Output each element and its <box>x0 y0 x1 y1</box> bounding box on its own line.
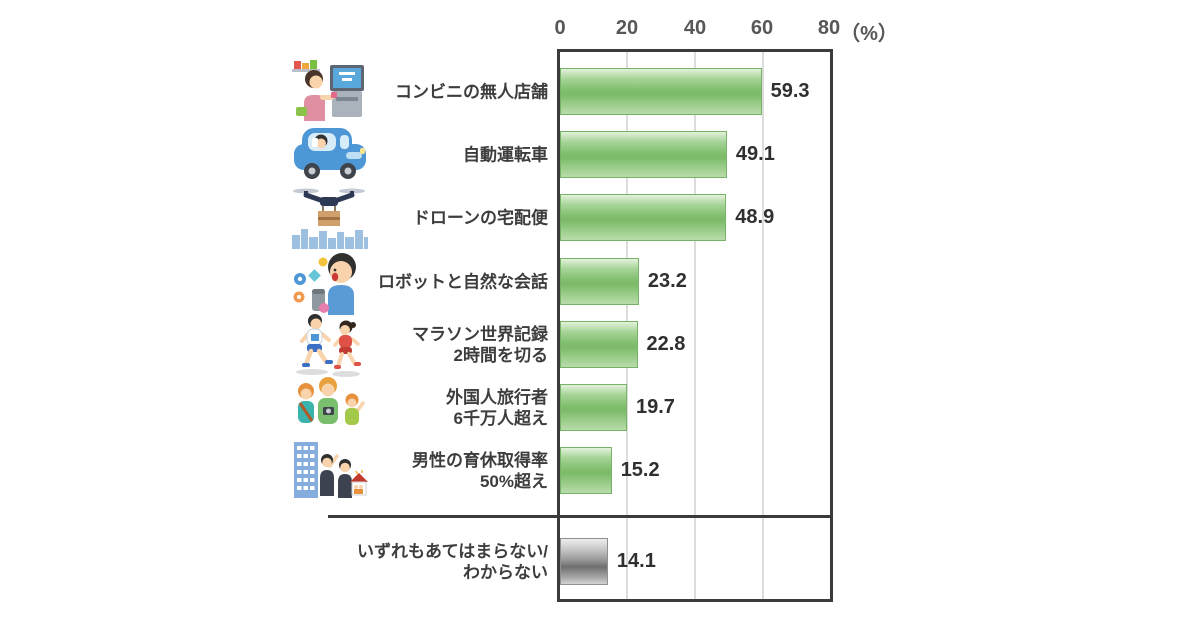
value-label: 49.1 <box>735 143 775 165</box>
value-label: 59.3 <box>770 80 810 102</box>
separator-line <box>328 515 832 518</box>
marathon-runners-illustration <box>296 313 361 377</box>
foreign-tourists-illustration <box>298 376 365 425</box>
foreign-tourists-illustration <box>288 374 372 442</box>
chart-row-3: ドローンの宅配便 48.9 <box>0 188 1200 249</box>
row-label: 自動運転車 <box>463 145 548 164</box>
row-label: ロボットと自然な会話 <box>378 272 548 291</box>
value-label: 14.1 <box>616 550 656 572</box>
row-label: ドローンの宅配便 <box>412 208 548 227</box>
gridline-40 <box>694 52 696 599</box>
chart-row-4: ロボットと自然な会話 23.2 <box>0 252 1200 315</box>
chart-row-6: 外国人旅行者 6千万人超え 19.7 <box>0 376 1200 431</box>
bar <box>560 447 612 494</box>
row-label: 男性の育休取得率 50%超え <box>412 450 548 491</box>
gridline-60 <box>762 52 764 599</box>
marathon-runners-illustration <box>288 311 372 379</box>
bar <box>560 538 608 585</box>
value-label: 19.7 <box>636 396 675 418</box>
axis-unit-label: （%） <box>840 23 898 45</box>
bar <box>560 131 727 178</box>
value-label: 23.2 <box>647 270 687 292</box>
axis-tick-60: 60 <box>750 17 774 39</box>
smart-speaker-conversation-illustration <box>293 252 356 315</box>
value-label: 22.8 <box>646 333 686 355</box>
axis-tick-20: 20 <box>615 17 639 39</box>
chart-row-2: 自動運転車 49.1 <box>0 127 1200 179</box>
row-label: 外国人旅行者 6千万人超え <box>446 387 548 428</box>
axis-tick-0: 0 <box>554 17 566 39</box>
bar <box>560 384 627 431</box>
bar <box>560 68 762 115</box>
chart-row-7: 男性の育休取得率 50%超え 15.2 <box>0 441 1200 498</box>
chart-row-8: いずれもあてはまらない/わからない 14.1 <box>0 538 1200 585</box>
chart-row-1: コンビニの無人店舗 59.3 <box>0 59 1200 121</box>
value-label: 15.2 <box>620 459 660 481</box>
row-label: マラソン世界記録 2時間を切る <box>412 324 548 365</box>
row-label: いずれもあてはまらない/わからない <box>356 541 548 582</box>
value-label: 48.9 <box>735 206 775 228</box>
axis-tick-40: 40 <box>683 17 707 39</box>
row-label: コンビニの無人店舗 <box>395 82 548 101</box>
self-checkout-illustration <box>288 58 372 126</box>
bar <box>560 258 639 305</box>
axis-tick-80: 80 <box>817 17 841 39</box>
drone-delivery-illustration <box>288 184 372 252</box>
bar <box>560 194 727 241</box>
self-driving-car-illustration <box>294 127 366 179</box>
self-checkout-illustration <box>292 59 364 121</box>
bar <box>560 321 638 368</box>
paternity-leave-illustration <box>288 437 372 505</box>
chart-row-5: マラソン世界記録 2時間を切る 22.8 <box>0 313 1200 377</box>
smart-speaker-conversation-illustration <box>288 248 372 316</box>
drone-delivery-illustration <box>292 188 368 249</box>
paternity-leave-illustration <box>294 441 368 498</box>
self-driving-car-illustration <box>288 121 372 189</box>
